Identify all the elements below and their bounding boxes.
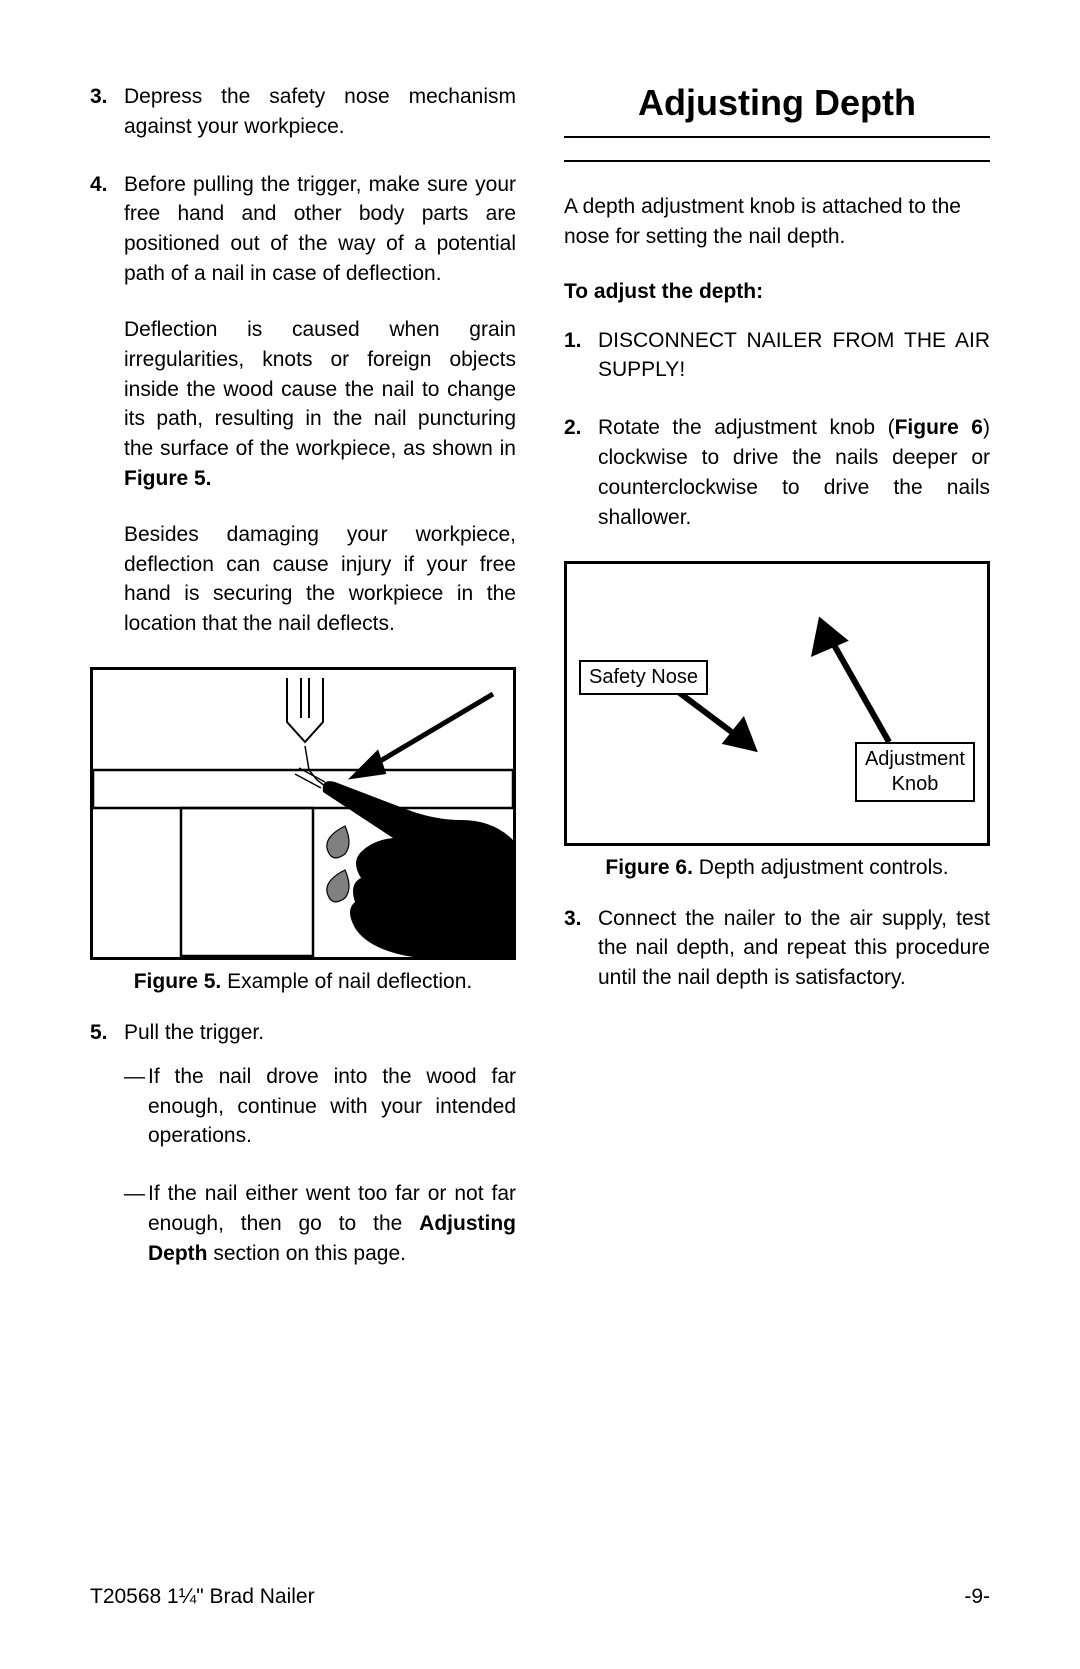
subheading: To adjust the depth: [564, 280, 990, 304]
dash-text: If the nail either went too far or not f… [148, 1179, 516, 1268]
step-text: Besides damaging your workpiece, deflect… [124, 520, 516, 639]
r-step-2: 2. Rotate the adjustment knob (Figure 6)… [564, 413, 990, 532]
title-rules [564, 136, 990, 162]
step-number: 3. [564, 904, 598, 993]
r-step-1: 1. DISCONNECT NAILER FROM THE AIR SUPPLY… [564, 326, 990, 386]
dash-text: If the nail drove into the wood far enou… [148, 1062, 516, 1151]
step-number: 3. [90, 82, 124, 142]
figure-6: Safety Nose Adjustment Knob [564, 561, 990, 846]
step-text: Connect the nailer to the air supply, te… [598, 904, 990, 993]
figure-5 [90, 667, 516, 960]
r-step-3: 3. Connect the nailer to the air supply,… [564, 904, 990, 993]
step-number: 1. [564, 326, 598, 386]
section-title: Adjusting Depth [564, 82, 990, 124]
left-column: 3. Depress the safety nose mechanism aga… [90, 82, 516, 1297]
callout-safety-nose: Safety Nose [579, 660, 708, 695]
callout-adjustment-knob: Adjustment Knob [855, 742, 975, 802]
step-5: 5. Pull the trigger. [90, 1018, 516, 1048]
step-text: Before pulling the trigger, make sure yo… [124, 170, 516, 289]
figure-6-caption: Figure 6. Depth adjustment controls. [564, 856, 990, 880]
step-number: 2. [564, 413, 598, 532]
dash-item: — If the nail either went too far or not… [90, 1179, 516, 1268]
figure-ref: Figure 5. [124, 467, 212, 490]
step-number: 4. [90, 170, 124, 639]
step-text: DISCONNECT NAILER FROM THE AIR SUPPLY! [598, 326, 990, 386]
step-text: Depress the safety nose mechanism agains… [124, 82, 516, 142]
footer-right: -9- [964, 1585, 990, 1609]
figure-ref: Figure 6 [895, 416, 983, 439]
step-text: Deflection is caused when grain irregula… [124, 315, 516, 494]
page-footer: T20568 1¼" Brad Nailer -9- [90, 1585, 990, 1609]
step-text: Pull the trigger. [124, 1018, 516, 1048]
intro-text: A depth adjustment knob is attached to t… [564, 192, 990, 252]
step-4: 4. Before pulling the trigger, make sure… [90, 170, 516, 639]
dash-item: — If the nail drove into the wood far en… [90, 1062, 516, 1151]
step-3: 3. Depress the safety nose mechanism aga… [90, 82, 516, 142]
footer-left: T20568 1¼" Brad Nailer [90, 1585, 315, 1609]
step-text: Rotate the adjustment knob (Figure 6) cl… [598, 413, 990, 532]
figure-5-caption: Figure 5. Example of nail deflection. [90, 970, 516, 994]
step-number: 5. [90, 1018, 124, 1048]
right-column: Adjusting Depth A depth adjustment knob … [564, 82, 990, 1297]
